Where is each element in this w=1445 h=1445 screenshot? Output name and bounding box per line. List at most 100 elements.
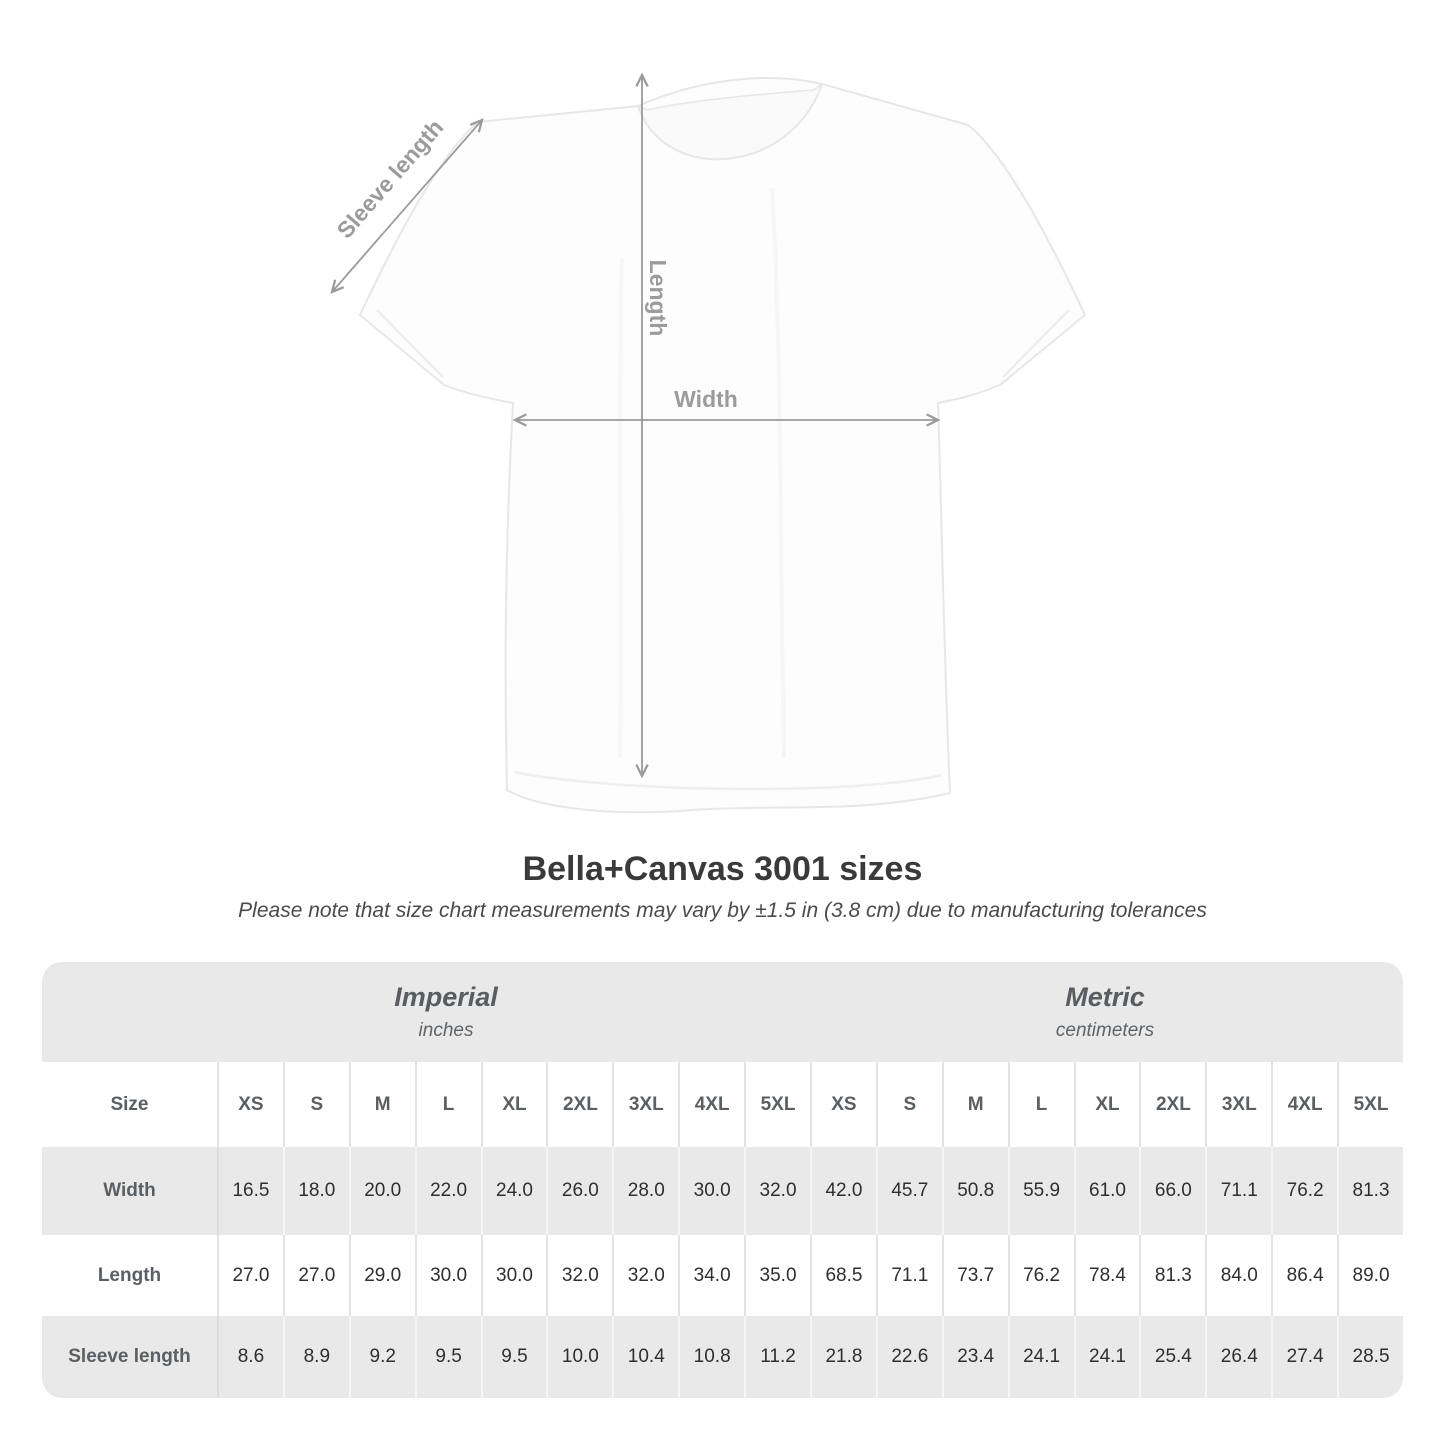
- size-col-header: XL: [480, 1062, 547, 1147]
- table-cell: 50.8: [941, 1147, 1008, 1235]
- row-label: Length: [97, 1264, 162, 1286]
- table-cell: 32.0: [612, 1235, 678, 1316]
- imperial-header: Imperial inches: [394, 962, 498, 1062]
- table-row-length: Length 27.0 27.0 29.0 30.0 30.0 32.0 32.…: [42, 1235, 1403, 1316]
- table-cell: 9.2: [348, 1316, 415, 1398]
- table-cell: 9.5: [480, 1316, 547, 1398]
- table-cell: 27.0: [217, 1235, 283, 1316]
- tshirt-left-cuff-seam: [376, 309, 444, 378]
- row-label: Width: [103, 1180, 156, 1201]
- table-cell: 76.2: [1007, 1235, 1074, 1316]
- table-cell: 24.1: [1073, 1316, 1140, 1398]
- table-cell: 68.5: [809, 1235, 876, 1316]
- length-label: Length: [645, 260, 671, 337]
- size-col-header: XS: [809, 1062, 876, 1147]
- size-col-header: XL: [1073, 1062, 1140, 1147]
- size-col-header: 5XL: [744, 1062, 810, 1147]
- table-cell: 81.3: [1337, 1147, 1403, 1235]
- size-col-header: L: [414, 1062, 481, 1147]
- size-col-header: M: [941, 1062, 1008, 1147]
- size-col-header: 4XL: [1271, 1062, 1337, 1147]
- table-cell: 18.0: [282, 1147, 349, 1235]
- table-cell: 30.0: [480, 1235, 547, 1316]
- table-cell: 32.0: [546, 1235, 612, 1316]
- page-title: Bella+Canvas 3001 sizes: [522, 850, 923, 888]
- table-row-width: Width 16.5 18.0 20.0 22.0 24.0 26.0 28.0…: [42, 1147, 1403, 1235]
- table-cell: 86.4: [1271, 1235, 1337, 1316]
- table-cell: 27.4: [1271, 1316, 1337, 1398]
- table-cell: 24.1: [1007, 1316, 1074, 1398]
- size-col-header: S: [875, 1062, 942, 1147]
- imperial-header-title: Imperial: [394, 982, 498, 1012]
- table-cell: 42.0: [809, 1147, 876, 1235]
- tshirt-crease: [618, 257, 624, 759]
- table-cell: 26.4: [1205, 1316, 1271, 1398]
- table-cell: 10.4: [612, 1316, 678, 1398]
- size-col-header: XS: [217, 1062, 283, 1147]
- table-cell: 26.0: [546, 1147, 612, 1235]
- table-cell: 28.0: [612, 1147, 678, 1235]
- tshirt-neckline-outer: [637, 83, 823, 161]
- table-cell: 25.4: [1139, 1316, 1205, 1398]
- size-col-header: L: [1007, 1062, 1074, 1147]
- metric-header-unit: centimeters: [1055, 1020, 1155, 1041]
- tshirt-crease: [770, 187, 786, 759]
- table-cell: 22.0: [414, 1147, 481, 1235]
- table-cell: 28.5: [1337, 1316, 1403, 1398]
- size-col-header: 4XL: [678, 1062, 744, 1147]
- table-cell: 22.6: [875, 1316, 942, 1398]
- table-cell: 8.9: [282, 1316, 349, 1398]
- table-cell: 34.0: [678, 1235, 744, 1316]
- metric-header: Metric centimeters: [1056, 962, 1154, 1062]
- table-cell: 66.0: [1139, 1147, 1205, 1235]
- table-cell: 20.0: [348, 1147, 415, 1235]
- table-cell: 29.0: [348, 1235, 415, 1316]
- tolerance-note: Please note that size chart measurements…: [238, 899, 1207, 922]
- tshirt-right-cuff-seam: [1002, 309, 1070, 378]
- table-cell: 71.1: [875, 1235, 942, 1316]
- table-cell: 9.5: [414, 1316, 481, 1398]
- table-cell: 45.7: [875, 1147, 942, 1235]
- table-cell: 84.0: [1205, 1235, 1271, 1316]
- table-cell: 30.0: [414, 1235, 481, 1316]
- table-cell: 78.4: [1073, 1235, 1140, 1316]
- sleeve-length-arrow: [332, 120, 482, 292]
- size-col-header: S: [282, 1062, 349, 1147]
- table-cell: 32.0: [744, 1147, 810, 1235]
- size-col-header: 5XL: [1337, 1062, 1403, 1147]
- table-cell: 73.7: [941, 1235, 1008, 1316]
- table-row-size: Size XS S M L XL 2XL 3XL 4XL 5XL XS S M …: [42, 1062, 1403, 1147]
- size-col-header: 3XL: [1205, 1062, 1271, 1147]
- table-cell: 8.6: [217, 1316, 283, 1398]
- table-cell: 23.4: [941, 1316, 1008, 1398]
- table-cell: 81.3: [1139, 1235, 1205, 1316]
- size-col-header: M: [348, 1062, 415, 1147]
- table-cell: 21.8: [809, 1316, 876, 1398]
- table-cell: 10.0: [546, 1316, 612, 1398]
- table-row-sleeve-length: Sleeve length 8.6 8.9 9.2 9.5 9.5 10.0 1…: [42, 1316, 1403, 1398]
- table-cell: 71.1: [1205, 1147, 1271, 1235]
- table-cell: 24.0: [480, 1147, 547, 1235]
- imperial-header-unit: inches: [418, 1020, 474, 1041]
- tshirt-figure: Width Length Sleeve length: [292, 58, 1086, 814]
- row-label: Size: [110, 1093, 149, 1115]
- size-table: Imperial inches Metric centimeters Size …: [42, 962, 1403, 1398]
- table-cell: 10.8: [678, 1316, 744, 1398]
- tshirt-illustration: [359, 77, 1086, 814]
- size-col-header: 2XL: [546, 1062, 612, 1147]
- tshirt-hem-seam: [513, 770, 943, 791]
- unit-header-band: Imperial inches Metric centimeters: [42, 962, 1403, 1062]
- table-cell: 11.2: [744, 1316, 810, 1398]
- table-cell: 30.0: [678, 1147, 744, 1235]
- size-col-header: 2XL: [1139, 1062, 1205, 1147]
- table-cell: 55.9: [1007, 1147, 1074, 1235]
- width-label: Width: [674, 386, 738, 412]
- table-cell: 89.0: [1337, 1235, 1403, 1316]
- row-label: Sleeve length: [68, 1346, 191, 1367]
- metric-header-title: Metric: [1065, 982, 1145, 1012]
- table-cell: 76.2: [1271, 1147, 1337, 1235]
- table-cell: 35.0: [744, 1235, 810, 1316]
- table-cell: 61.0: [1073, 1147, 1140, 1235]
- table-cell: 27.0: [282, 1235, 349, 1316]
